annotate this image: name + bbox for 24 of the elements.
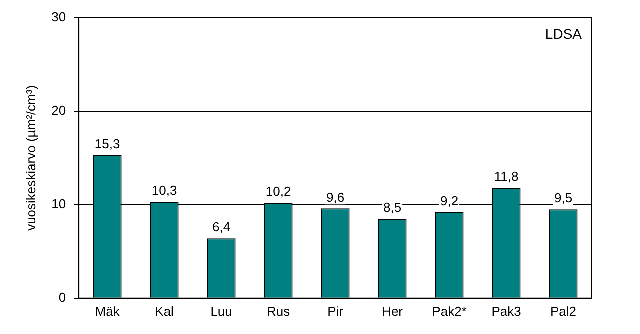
x-tick-label: Her xyxy=(382,304,404,319)
y-tick-label: 10 xyxy=(52,196,66,212)
x-tick-label: Luu xyxy=(210,304,232,319)
y-axis-title: vuosikeskiarvo (µm²/cm³) xyxy=(23,85,38,231)
x-tick-label: Pal2 xyxy=(550,304,577,319)
data-label: 9,6 xyxy=(326,190,345,205)
y-tick-label: 20 xyxy=(52,103,66,118)
x-tick-label: Pir xyxy=(328,304,344,319)
data-label: 10,2 xyxy=(266,184,292,200)
x-tick-label: Pak3 xyxy=(492,304,522,319)
x-tick-label: Kal xyxy=(155,304,174,319)
data-label: 9,5 xyxy=(554,190,573,206)
x-tick-label: Rus xyxy=(266,304,291,319)
x-tick-label: Mäk xyxy=(95,304,120,319)
y-tick-label: 30 xyxy=(52,10,66,25)
data-label: 11,8 xyxy=(494,169,519,184)
y-tick-label: 0 xyxy=(58,290,66,305)
data-label: 8,5 xyxy=(383,200,402,216)
data-label: 15,3 xyxy=(94,136,120,152)
data-label: 10,3 xyxy=(152,183,178,198)
annotation: LDSA xyxy=(545,26,583,42)
x-tick-label: Pak2* xyxy=(432,304,467,319)
data-label: 9,2 xyxy=(440,193,459,208)
data-label: 6,4 xyxy=(212,220,231,235)
